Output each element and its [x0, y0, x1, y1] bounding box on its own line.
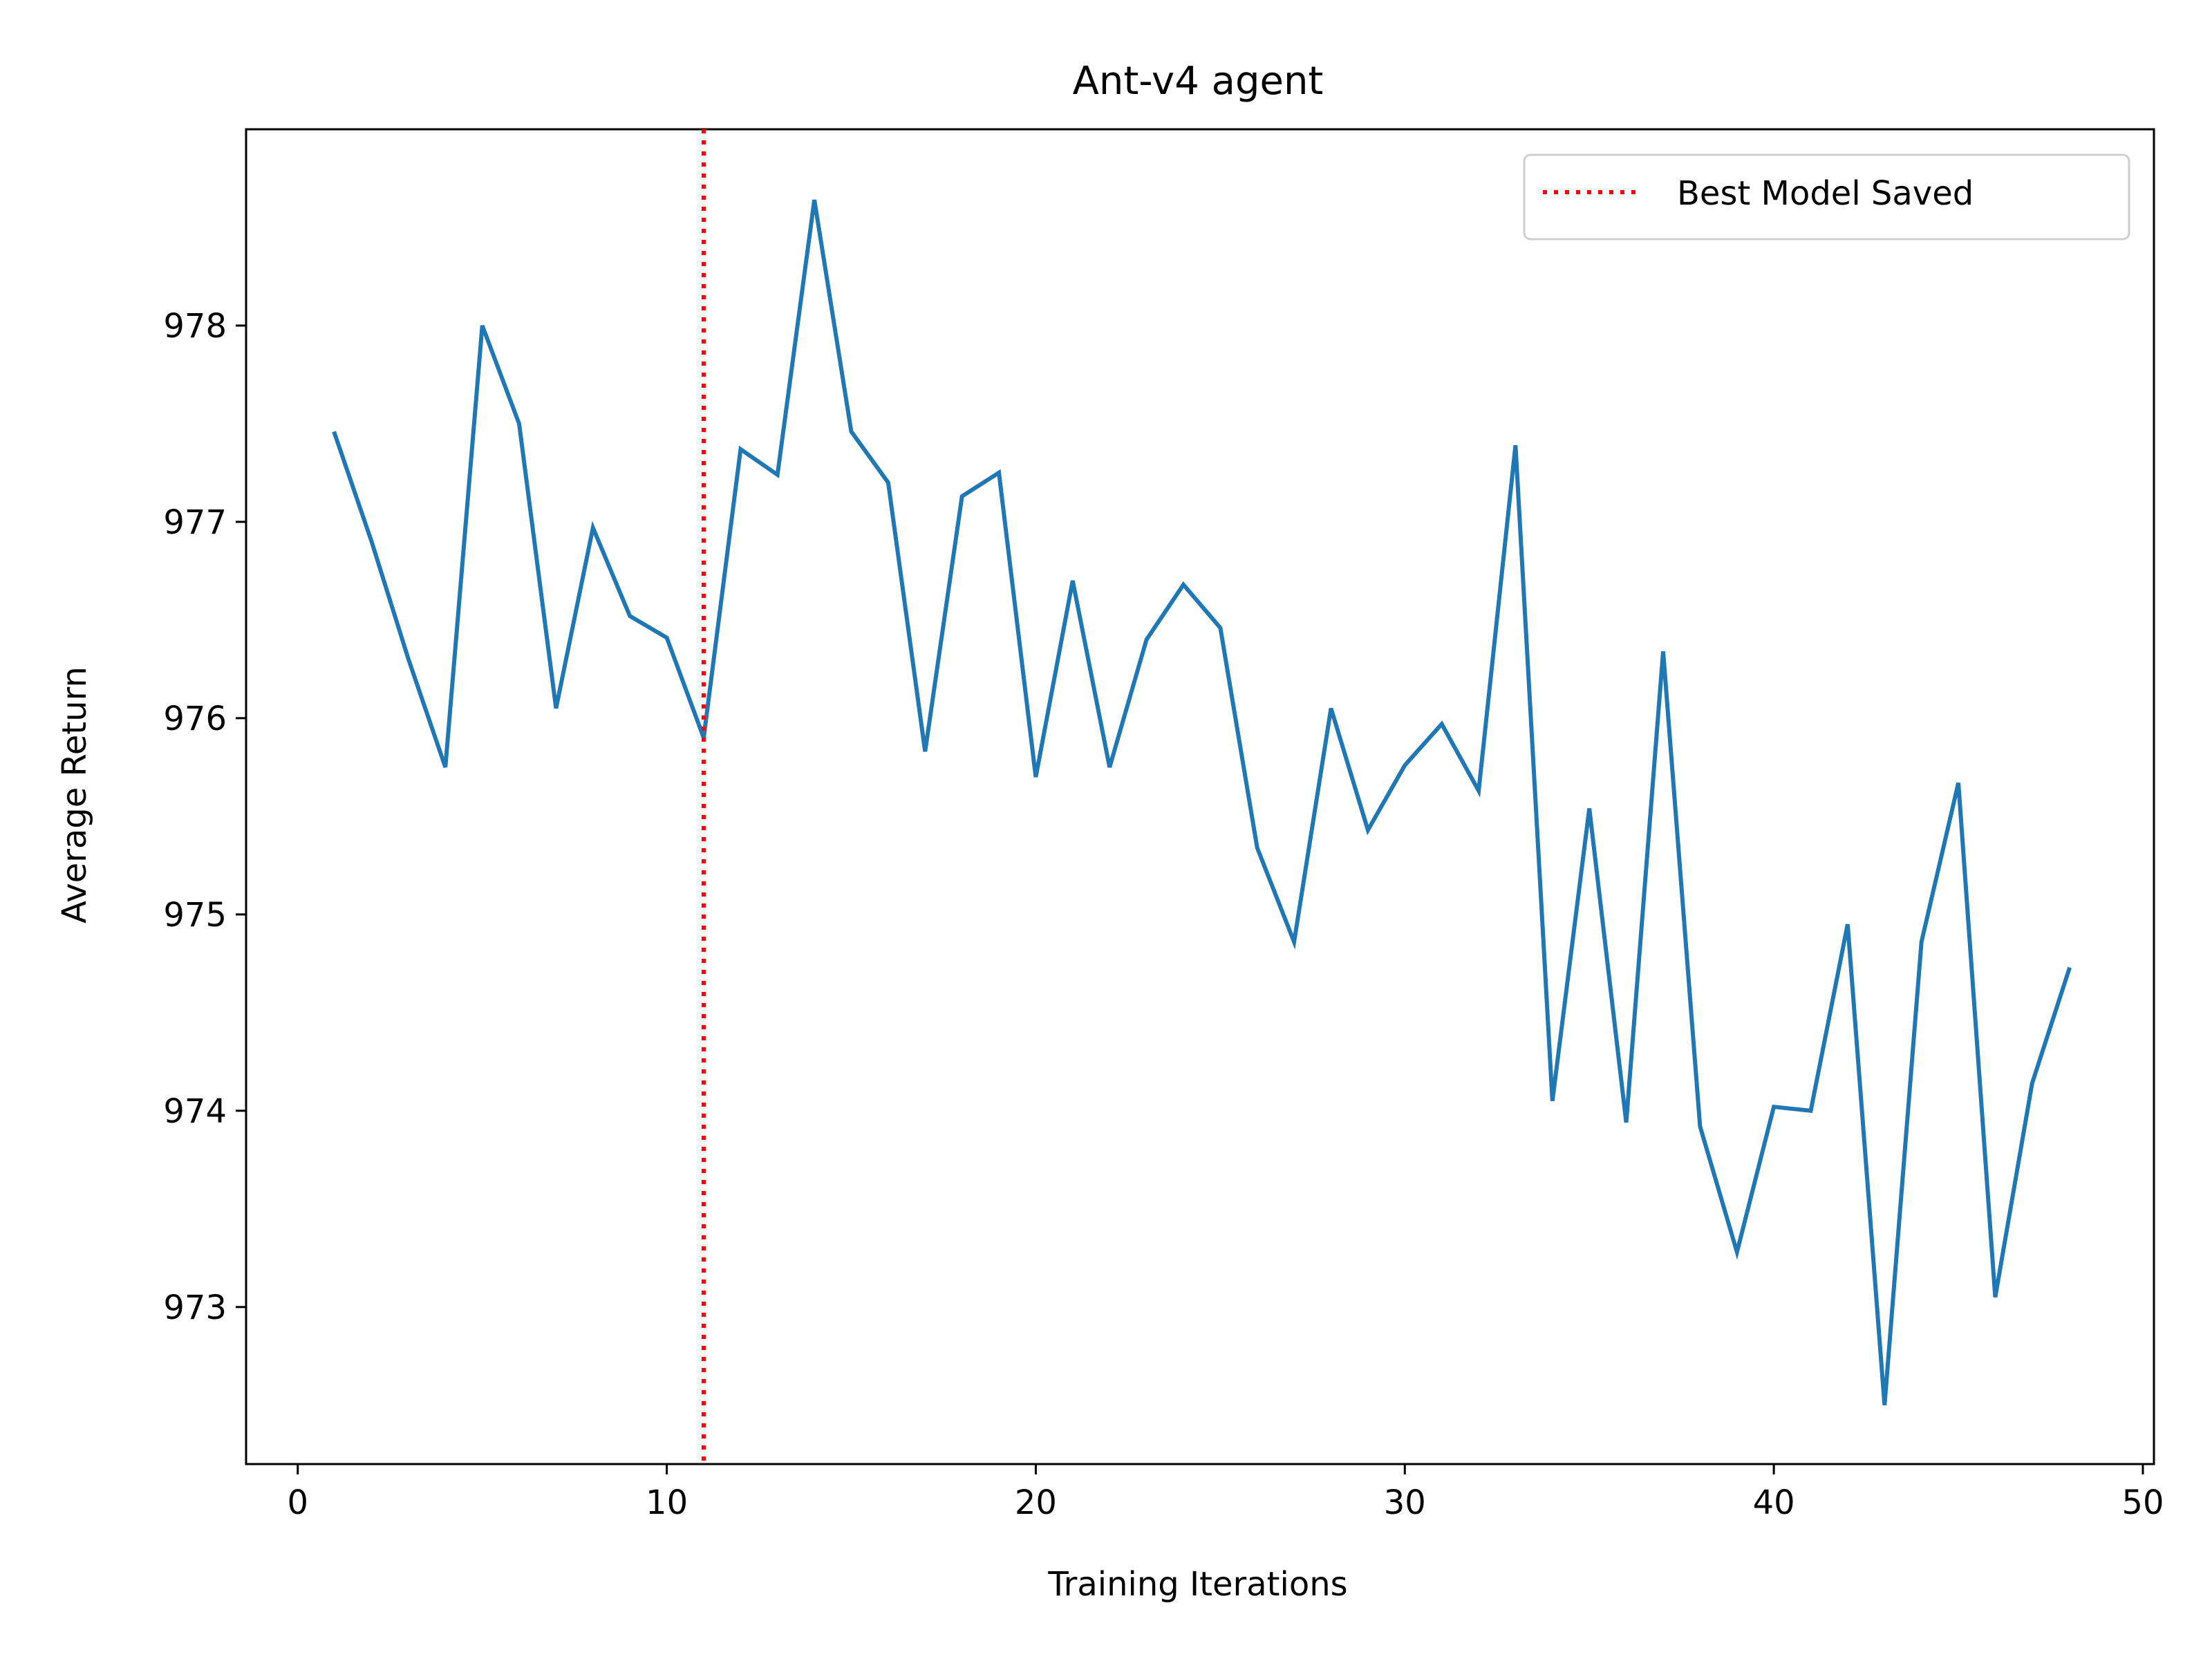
- y-tick-label: 977: [163, 503, 227, 542]
- x-tick-label: 30: [1384, 1483, 1426, 1522]
- series-line-0: [332, 199, 2072, 1406]
- legend-label-best-model: Best Model Saved: [1677, 174, 1974, 213]
- x-axis-label: Training Iterations: [1047, 1565, 1347, 1604]
- x-tick-label: 40: [1753, 1483, 1795, 1522]
- plot-area: [245, 128, 2155, 1465]
- ticks-layer: 0 10 20 30 40 50 973 974 975 976 977 978: [163, 307, 2164, 1522]
- legend-box: [1523, 153, 2130, 241]
- y-tick-label: 973: [163, 1288, 227, 1327]
- x-tick-label: 20: [1015, 1483, 1057, 1522]
- legend: Best Model Saved: [1523, 153, 2130, 241]
- x-tick-label: 50: [2121, 1483, 2164, 1522]
- y-axis-label: Average Return: [55, 666, 94, 924]
- y-tick-label: 976: [163, 700, 227, 738]
- data-layer: [332, 129, 2072, 1464]
- y-tick-label: 978: [163, 307, 227, 346]
- chart-title: Ant-v4 agent: [1073, 59, 1324, 104]
- y-tick-label: 975: [163, 896, 227, 935]
- x-tick-label: 10: [646, 1483, 688, 1522]
- y-tick-label: 974: [163, 1092, 227, 1131]
- x-tick-label: 0: [287, 1483, 308, 1522]
